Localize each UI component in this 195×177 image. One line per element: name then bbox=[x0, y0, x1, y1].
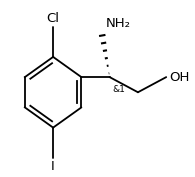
Text: &1: &1 bbox=[113, 85, 126, 94]
Text: I: I bbox=[51, 160, 55, 173]
Text: Cl: Cl bbox=[47, 12, 60, 25]
Text: OH: OH bbox=[169, 71, 190, 84]
Text: NH₂: NH₂ bbox=[106, 17, 131, 30]
